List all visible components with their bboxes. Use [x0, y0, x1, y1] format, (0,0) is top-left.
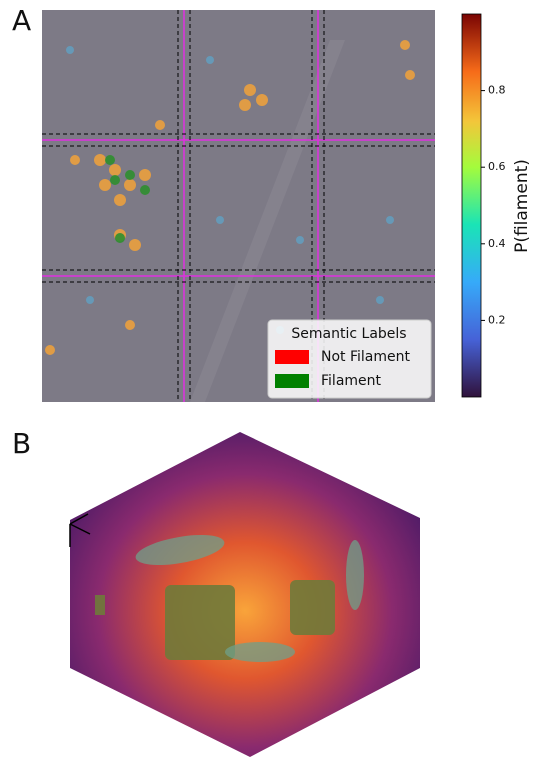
legend-entry: Not Filament [321, 349, 410, 365]
tick-label: 0.2 [488, 313, 506, 326]
volume-render [69, 432, 420, 757]
tick-label: 0.4 [488, 237, 506, 250]
legend-title: Semantic Labels [291, 326, 406, 342]
legend-entry: Filament [321, 373, 382, 389]
micrograph [42, 10, 435, 402]
colorbar [461, 13, 482, 398]
panel-label: B [12, 427, 31, 460]
legend: Semantic Labels Not Filament Filament [267, 319, 432, 399]
tick-label: 0.6 [488, 160, 506, 173]
legend-swatch [275, 350, 309, 364]
legend-swatch [275, 374, 309, 388]
tick-label: 0.8 [488, 84, 506, 97]
colorbar-label: P(filament) [512, 159, 532, 253]
panel-label: A [12, 4, 31, 37]
